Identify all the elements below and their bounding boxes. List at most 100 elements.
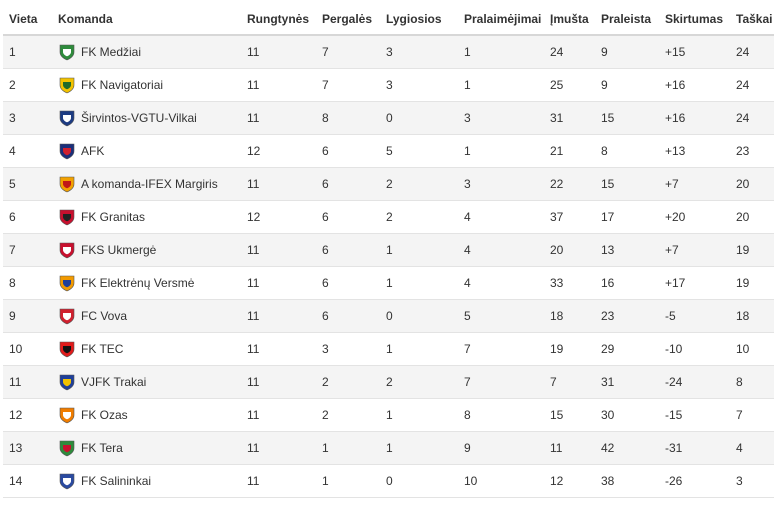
team-name[interactable]: FK Tera — [81, 441, 123, 455]
tera-logo-icon — [58, 439, 76, 457]
col-conceded[interactable]: Praleista — [595, 4, 659, 36]
team-cell[interactable]: FK Ozas — [52, 398, 241, 432]
played-cell: 11 — [241, 365, 316, 399]
table-row-2: 2 FK Navigatoriai 11 7 3 1 25 9 +16 24 — [3, 68, 774, 102]
team-cell[interactable]: Širvintos-VGTU-Vilkai — [52, 101, 241, 135]
col-wins[interactable]: Pergalės — [316, 4, 380, 36]
team-name[interactable]: FK Navigatoriai — [81, 78, 164, 92]
draws-cell: 5 — [380, 134, 458, 168]
col-played[interactable]: Rungtynės — [241, 4, 316, 36]
sirvintos-logo-icon — [58, 109, 76, 127]
col-diff[interactable]: Skirtumas — [659, 4, 730, 36]
losses-cell: 4 — [458, 266, 544, 300]
team-name[interactable]: VJFK Trakai — [81, 375, 147, 389]
played-cell: 11 — [241, 167, 316, 201]
team-name[interactable]: Širvintos-VGTU-Vilkai — [81, 111, 197, 125]
played-cell: 11 — [241, 101, 316, 135]
table-row-4: 4 AFK 12 6 5 1 21 8 +13 23 — [3, 134, 774, 168]
team-name[interactable]: FKS Ukmergė — [81, 243, 157, 257]
team-name[interactable]: FK Elektrėnų Versmė — [81, 276, 195, 290]
team-cell[interactable]: A komanda-IFEX Margiris — [52, 167, 241, 201]
navigatoriai-logo-icon — [58, 76, 76, 94]
team-name[interactable]: FK Ozas — [81, 408, 128, 422]
losses-cell: 10 — [458, 464, 544, 498]
scored-cell: 12 — [544, 464, 595, 498]
team-name[interactable]: FK Granitas — [81, 210, 146, 224]
team-cell[interactable]: VJFK Trakai — [52, 365, 241, 399]
draws-cell: 3 — [380, 68, 458, 102]
table-row-13: 13 FK Tera 11 1 1 9 11 42 -31 4 — [3, 431, 774, 465]
losses-cell: 1 — [458, 68, 544, 102]
position-cell: 3 — [3, 101, 52, 135]
table-row-3: 3 Širvintos-VGTU-Vilkai 11 8 0 3 31 15 +… — [3, 101, 774, 135]
scored-cell: 15 — [544, 398, 595, 432]
draws-cell: 2 — [380, 200, 458, 234]
conceded-cell: 17 — [595, 200, 659, 234]
wins-cell: 6 — [316, 200, 380, 234]
team-name[interactable]: FC Vova — [81, 309, 128, 323]
scored-cell: 11 — [544, 431, 595, 465]
conceded-cell: 42 — [595, 431, 659, 465]
table-row-6: 6 FK Granitas 12 6 2 4 37 17 +20 20 — [3, 200, 774, 234]
team-name[interactable]: AFK — [81, 144, 105, 158]
points-cell: 20 — [730, 200, 774, 234]
conceded-cell: 15 — [595, 167, 659, 201]
conceded-cell: 9 — [595, 68, 659, 102]
conceded-cell: 9 — [595, 35, 659, 69]
played-cell: 12 — [241, 200, 316, 234]
col-points[interactable]: Taškai — [730, 4, 774, 36]
points-cell: 7 — [730, 398, 774, 432]
team-cell[interactable]: FC Vova — [52, 299, 241, 333]
medziai-logo-icon — [58, 43, 76, 61]
conceded-cell: 16 — [595, 266, 659, 300]
points-cell: 3 — [730, 464, 774, 498]
wins-cell: 1 — [316, 464, 380, 498]
team-name[interactable]: FK Salininkai — [81, 474, 152, 488]
points-cell: 24 — [730, 101, 774, 135]
team-cell[interactable]: FK Elektrėnų Versmė — [52, 266, 241, 300]
position-cell: 5 — [3, 167, 52, 201]
margiris-logo-icon — [58, 175, 76, 193]
wins-cell: 1 — [316, 431, 380, 465]
vova-logo-icon — [58, 307, 76, 325]
wins-cell: 2 — [316, 398, 380, 432]
col-team[interactable]: Komanda — [52, 4, 241, 36]
team-name[interactable]: A komanda-IFEX Margiris — [81, 177, 218, 191]
wins-cell: 6 — [316, 233, 380, 267]
table-row-8: 8 FK Elektrėnų Versmė 11 6 1 4 33 16 +17… — [3, 266, 774, 300]
team-cell[interactable]: FK Navigatoriai — [52, 68, 241, 102]
wins-cell: 8 — [316, 101, 380, 135]
scored-cell: 33 — [544, 266, 595, 300]
scored-cell: 22 — [544, 167, 595, 201]
points-cell: 19 — [730, 233, 774, 267]
team-cell[interactable]: AFK — [52, 134, 241, 168]
draws-cell: 0 — [380, 464, 458, 498]
table-row-10: 10 FK TEC 11 3 1 7 19 29 -10 10 — [3, 332, 774, 366]
col-position[interactable]: Vieta — [3, 4, 52, 36]
scored-cell: 18 — [544, 299, 595, 333]
points-cell: 18 — [730, 299, 774, 333]
conceded-cell: 13 — [595, 233, 659, 267]
losses-cell: 7 — [458, 365, 544, 399]
team-cell[interactable]: FK TEC — [52, 332, 241, 366]
diff-cell: -31 — [659, 431, 730, 465]
col-draws[interactable]: Lygiosios — [380, 4, 458, 36]
played-cell: 11 — [241, 464, 316, 498]
conceded-cell: 30 — [595, 398, 659, 432]
position-cell: 8 — [3, 266, 52, 300]
col-scored[interactable]: Įmušta — [544, 4, 595, 36]
col-losses[interactable]: Pralaimėjimai — [458, 4, 544, 36]
team-cell[interactable]: FKS Ukmergė — [52, 233, 241, 267]
draws-cell: 1 — [380, 332, 458, 366]
played-cell: 11 — [241, 398, 316, 432]
team-cell[interactable]: FK Granitas — [52, 200, 241, 234]
team-name[interactable]: FK TEC — [81, 342, 124, 356]
team-cell[interactable]: FK Salininkai — [52, 464, 241, 498]
team-name[interactable]: FK Medžiai — [81, 45, 142, 59]
team-cell[interactable]: FK Tera — [52, 431, 241, 465]
versme-logo-icon — [58, 274, 76, 292]
trakai-logo-icon — [58, 373, 76, 391]
team-cell[interactable]: FK Medžiai — [52, 35, 241, 69]
scored-cell: 21 — [544, 134, 595, 168]
played-cell: 11 — [241, 431, 316, 465]
